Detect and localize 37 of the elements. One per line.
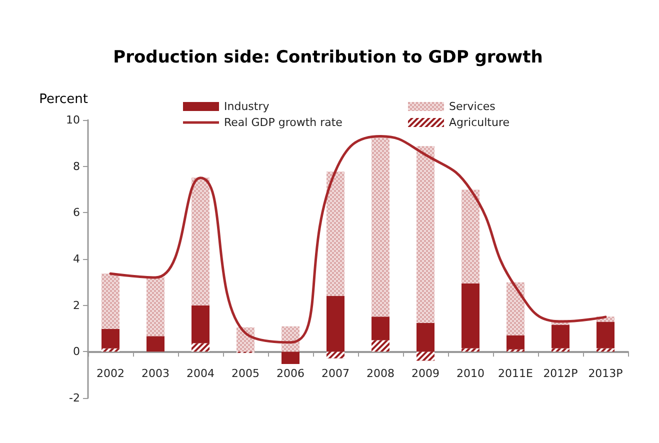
x-tick-label: 2005 bbox=[232, 367, 260, 380]
bar bbox=[506, 335, 524, 350]
bar bbox=[326, 296, 344, 352]
x-tick-label: 2009 bbox=[412, 367, 440, 380]
legend-label: Real GDP growth rate bbox=[224, 116, 343, 129]
legend-label: Industry bbox=[224, 100, 270, 113]
legend-label: Services bbox=[449, 100, 496, 113]
x-tick-label: 2007 bbox=[322, 367, 350, 380]
y-tick-label: -2 bbox=[69, 392, 80, 404]
y-axis-title: Percent bbox=[39, 92, 88, 107]
x-tick-label: 2008 bbox=[366, 367, 394, 380]
bar bbox=[596, 322, 614, 348]
y-tick-label: 2 bbox=[73, 298, 80, 312]
x-tick-label: 2013P bbox=[588, 367, 624, 380]
bar bbox=[146, 336, 164, 352]
x-tick-label: 2006 bbox=[276, 367, 304, 380]
bar bbox=[372, 316, 390, 340]
y-tick-label: 4 bbox=[73, 252, 80, 266]
bar bbox=[462, 283, 480, 348]
x-tick-label: 2010 bbox=[456, 367, 484, 380]
x-tick-label: 2004 bbox=[186, 367, 214, 380]
bar bbox=[282, 352, 300, 364]
x-tick-label: 2003 bbox=[142, 367, 170, 380]
line-series bbox=[109, 134, 607, 344]
x-tick-label: 2002 bbox=[96, 367, 124, 380]
x-tick-label: 2011E bbox=[498, 367, 534, 380]
y-tick-label: 6 bbox=[73, 206, 80, 220]
chart-title: Production side: Contribution to GDP growth bbox=[113, 48, 543, 68]
legend-label: Agriculture bbox=[449, 116, 510, 129]
bar bbox=[416, 322, 434, 352]
bar bbox=[552, 324, 570, 348]
bar bbox=[192, 305, 210, 344]
y-tick-label: 10 bbox=[66, 114, 80, 126]
y-tick-label: 0 bbox=[73, 345, 80, 358]
bar bbox=[102, 328, 120, 348]
x-tick-label: 2012P bbox=[543, 367, 578, 380]
y-tick-label: 8 bbox=[73, 160, 80, 173]
